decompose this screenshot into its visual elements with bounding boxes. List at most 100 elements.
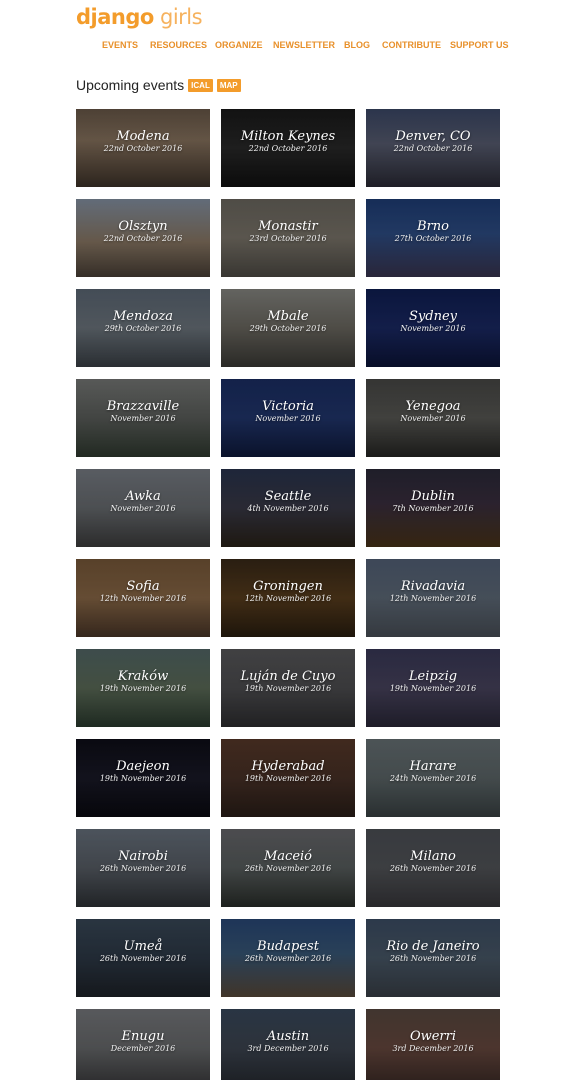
event-date: 22nd October 2016 [103, 143, 183, 153]
event-card[interactable]: Kraków 19th November 2016 [76, 649, 210, 727]
event-city: Brazzaville [106, 398, 180, 414]
event-city: Umeå [123, 938, 163, 954]
logo-bold-text: django [76, 5, 154, 29]
event-city: Rivadavia [400, 578, 466, 594]
event-card[interactable]: Owerri 3rd December 2016 [366, 1009, 500, 1080]
event-card[interactable]: Sydney November 2016 [366, 289, 500, 367]
event-date: 22nd October 2016 [393, 143, 473, 153]
nav-support-us[interactable]: SUPPORT US [450, 40, 509, 50]
events-grid: Modena 22nd October 2016 Milton Keynes 22nd… [76, 109, 500, 1080]
event-card[interactable]: Denver, CO 22nd October 2016 [366, 109, 500, 187]
event-date: 22nd October 2016 [248, 143, 328, 153]
event-date: 29th October 2016 [249, 323, 327, 333]
event-date: November 2016 [255, 413, 321, 423]
event-card[interactable]: Yenegoa November 2016 [366, 379, 500, 457]
event-city: Sofia [126, 578, 160, 594]
event-city: Leipzig [408, 668, 458, 684]
event-card[interactable]: Awka November 2016 [76, 469, 210, 547]
event-date: December 2016 [110, 1043, 176, 1053]
event-card[interactable]: Sofia 12th November 2016 [76, 559, 210, 637]
event-card[interactable]: Rio de Janeiro 26th November 2016 [366, 919, 500, 997]
event-card[interactable]: Harare 24th November 2016 [366, 739, 500, 817]
nav-contribute[interactable]: CONTRIBUTE [382, 40, 441, 50]
event-date: 23rd October 2016 [249, 233, 327, 243]
event-card[interactable]: Enugu December 2016 [76, 1009, 210, 1080]
event-date: November 2016 [110, 413, 176, 423]
event-city: Seattle [264, 488, 312, 504]
event-date: 7th November 2016 [392, 503, 474, 513]
event-date: 19th November 2016 [99, 683, 187, 693]
event-city: Mendoza [112, 308, 174, 324]
django-girls-logo[interactable]: django girls [76, 5, 203, 29]
event-card[interactable]: Mbale 29th October 2016 [221, 289, 355, 367]
event-city: Austin [266, 1028, 310, 1044]
event-card[interactable]: Luján de Cuyo 19th November 2016 [221, 649, 355, 727]
upcoming-events-header: Upcoming events ICAL MAP [76, 76, 241, 94]
event-date: November 2016 [110, 503, 176, 513]
event-card[interactable]: Umeå 26th November 2016 [76, 919, 210, 997]
event-city: Victoria [262, 398, 314, 414]
event-card[interactable]: Leipzig 19th November 2016 [366, 649, 500, 727]
nav-organize[interactable]: ORGANIZE [215, 40, 263, 50]
nav-resources[interactable]: RESOURCES [150, 40, 208, 50]
event-card[interactable]: Hyderabad 19th November 2016 [221, 739, 355, 817]
logo-light-text: girls [153, 5, 203, 29]
event-card[interactable]: Modena 22nd October 2016 [76, 109, 210, 187]
event-card[interactable]: Maceió 26th November 2016 [221, 829, 355, 907]
event-date: 19th November 2016 [244, 683, 332, 693]
event-date: 26th November 2016 [389, 863, 477, 873]
map-button[interactable]: MAP [216, 78, 241, 92]
nav-newsletter[interactable]: NEWSLETTER [273, 40, 335, 50]
event-city: Denver, CO [395, 128, 471, 144]
nav-events[interactable]: EVENTS [102, 40, 139, 50]
event-date: 19th November 2016 [389, 683, 477, 693]
event-date: 26th November 2016 [99, 863, 187, 873]
event-card[interactable]: Dublin 7th November 2016 [366, 469, 500, 547]
event-city: Awka [125, 488, 161, 504]
event-date: 3rd December 2016 [392, 1043, 474, 1053]
event-date: 12th November 2016 [99, 593, 187, 603]
event-card[interactable]: Brno 27th October 2016 [366, 199, 500, 277]
event-card[interactable]: Austin 3rd December 2016 [221, 1009, 355, 1080]
event-date: 27th October 2016 [394, 233, 472, 243]
event-card[interactable]: Nairobi 26th November 2016 [76, 829, 210, 907]
event-card[interactable]: Seattle 4th November 2016 [221, 469, 355, 547]
event-city: Dublin [411, 488, 455, 504]
event-card[interactable]: Monastir 23rd October 2016 [221, 199, 355, 277]
event-city: Kraków [117, 668, 169, 684]
event-city: Milano [410, 848, 456, 864]
event-card[interactable]: Budapest 26th November 2016 [221, 919, 355, 997]
ical-button[interactable]: ICAL [188, 78, 213, 92]
nav-blog[interactable]: BLOG [344, 40, 370, 50]
event-city: Brno [417, 218, 449, 234]
event-city: Rio de Janeiro [386, 938, 480, 954]
event-city: Maceió [263, 848, 313, 864]
event-city: Owerri [409, 1028, 457, 1044]
event-card[interactable]: Groningen 12th November 2016 [221, 559, 355, 637]
event-card[interactable]: Rivadavia 12th November 2016 [366, 559, 500, 637]
event-card[interactable]: Olsztyn 22nd October 2016 [76, 199, 210, 277]
event-date: 12th November 2016 [389, 593, 477, 603]
event-card[interactable]: Daejeon 19th November 2016 [76, 739, 210, 817]
event-city: Budapest [257, 938, 319, 954]
event-card[interactable]: Milton Keynes 22nd October 2016 [221, 109, 355, 187]
event-date: November 2016 [400, 323, 466, 333]
event-card[interactable]: Victoria November 2016 [221, 379, 355, 457]
event-city: Sydney [409, 308, 457, 324]
event-city: Enugu [121, 1028, 165, 1044]
event-date: 19th November 2016 [99, 773, 187, 783]
event-card[interactable]: Brazzaville November 2016 [76, 379, 210, 457]
event-date: 4th November 2016 [247, 503, 329, 513]
event-date: 22nd October 2016 [103, 233, 183, 243]
event-date: 3rd December 2016 [247, 1043, 329, 1053]
event-city: Groningen [253, 578, 323, 594]
event-card[interactable]: Mendoza 29th October 2016 [76, 289, 210, 367]
event-city: Harare [409, 758, 457, 774]
event-city: Hyderabad [251, 758, 325, 774]
event-date: November 2016 [400, 413, 466, 423]
event-date: 26th November 2016 [99, 953, 187, 963]
event-card[interactable]: Milano 26th November 2016 [366, 829, 500, 907]
event-date: 12th November 2016 [244, 593, 332, 603]
event-city: Milton Keynes [240, 128, 336, 144]
event-date: 26th November 2016 [389, 953, 477, 963]
